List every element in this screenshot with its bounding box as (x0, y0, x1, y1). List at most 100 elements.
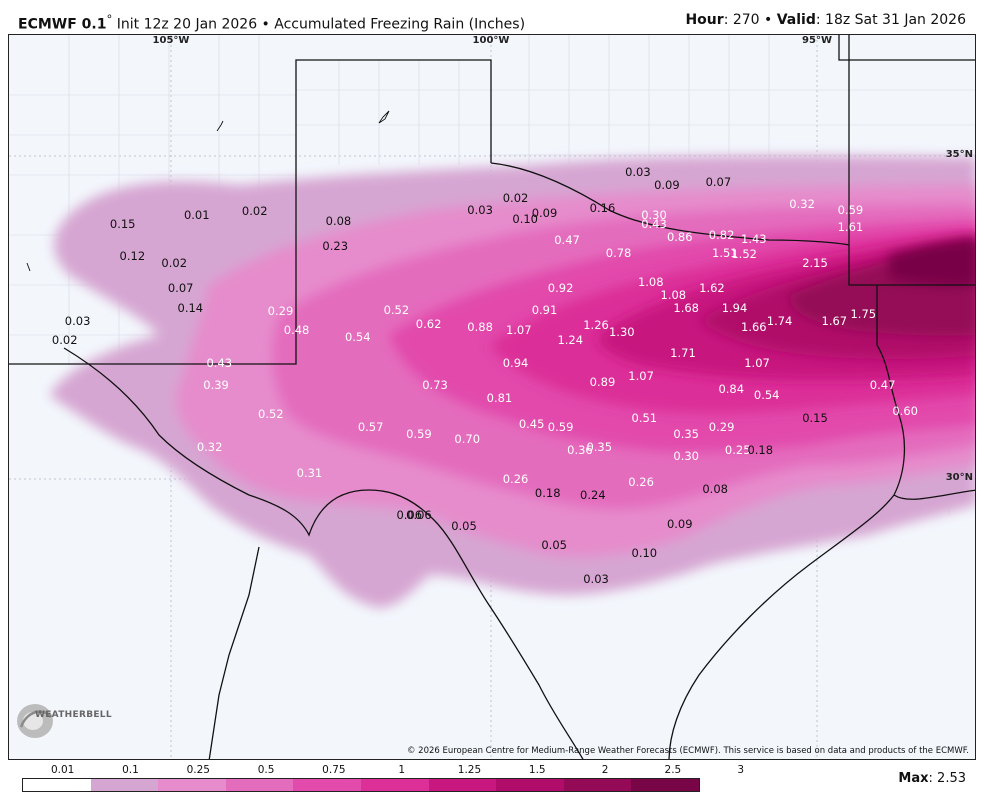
point-value-label: 1.66 (741, 320, 767, 335)
map-panel[interactable]: 105°W 100°W 95°W 35°N 30°N 0.15 0.01 0.02 0… (8, 34, 976, 760)
logo-text: WEATHERBELL (35, 710, 112, 720)
point-value-label: 1.71 (670, 346, 696, 361)
point-value-label: 0.24 (580, 488, 606, 503)
point-value-label: 0.30 (641, 208, 667, 223)
legend-swatch (23, 779, 91, 791)
point-value-label: 1.30 (608, 324, 635, 339)
legend-swatch (293, 779, 361, 791)
point-value-label: 0.32 (196, 439, 223, 454)
init-text: Init 12z 20 Jan 2026 • Accumulated Freez… (112, 16, 526, 33)
point-value-label: 0.14 (177, 300, 204, 315)
point-value-label: 0.03 (625, 165, 651, 180)
point-value-label: 0.70 (454, 431, 481, 446)
point-value-label: 0.54 (344, 329, 371, 344)
point-value-label: 0.47 (554, 232, 580, 247)
point-value-label: 0.03 (467, 202, 493, 217)
point-value-label: 1.61 (837, 220, 864, 235)
point-value-label: 0.84 (718, 381, 745, 396)
legend-tick-label: 0.5 (257, 764, 275, 776)
max-value: Max: 2.53 (898, 771, 966, 786)
point-value-label: 0.89 (589, 375, 616, 390)
point-value-label: 0.59 (547, 420, 574, 435)
point-value-label: 1.52 (731, 247, 757, 262)
point-value-label: 0.45 (518, 417, 545, 432)
point-value-label: 0.02 (51, 333, 78, 348)
point-value-label: 0.05 (451, 518, 477, 533)
point-value-label: 0.03 (64, 313, 91, 328)
point-value-label: 0.12 (119, 249, 146, 264)
point-value-label: 0.02 (502, 190, 529, 205)
point-value-label: 1.74 (766, 313, 793, 328)
point-value-label: 0.32 (789, 197, 815, 212)
legend-swatch (158, 779, 226, 791)
point-value-label: 0.02 (241, 203, 268, 218)
model-name: ECMWF 0.1 (18, 16, 107, 33)
point-value-label: 0.35 (586, 439, 613, 454)
point-value-label: 1.24 (557, 333, 584, 348)
point-value-label: 0.25 (724, 442, 751, 457)
point-value-label: 0.35 (673, 426, 699, 441)
copyright-notice: © 2026 European Centre for Medium-Range … (406, 746, 969, 756)
legend-tick-label: 2.5 (664, 764, 682, 776)
point-value-label: 0.05 (541, 537, 567, 552)
point-value-label: 0.57 (357, 420, 384, 435)
point-value-label: 0.60 (892, 404, 918, 419)
point-value-label: 0.08 (702, 481, 728, 496)
lakes (26, 110, 390, 272)
hour-label: Hour (685, 12, 724, 28)
point-value-label: 0.81 (486, 391, 513, 406)
point-value-label: 0.54 (753, 388, 780, 403)
point-value-label: 0.26 (502, 472, 529, 486)
legend-swatch (225, 779, 294, 791)
point-value-label: 1.07 (744, 355, 770, 370)
point-value-label: 0.29 (708, 420, 735, 435)
legend-tick-label: 3 (737, 764, 745, 776)
point-value-label: 1.43 (741, 231, 767, 246)
lat-label-35n: 35°N (945, 149, 973, 160)
lon-label-95w: 95°W (802, 35, 832, 46)
point-value-label: 1.07 (628, 368, 654, 383)
point-value-label: 0.47 (869, 378, 896, 393)
point-value-label: 1.68 (673, 300, 699, 315)
point-value-label: 0.78 (605, 245, 632, 260)
point-value-label: 0.18 (747, 442, 774, 457)
point-value-label: 0.23 (322, 239, 349, 254)
point-value-label: 0.03 (583, 572, 609, 587)
point-value-label: 0.43 (206, 355, 233, 370)
point-value-label: 0.92 (547, 281, 574, 296)
point-value-label: 0.15 (802, 410, 828, 425)
point-value-label: 0.82 (708, 227, 735, 242)
legend-tick-label: 1 (398, 764, 406, 776)
point-value-label: 0.43 (641, 216, 667, 231)
point-value-label: 0.36 (567, 442, 593, 457)
legend-swatch (428, 779, 497, 791)
point-value-label: 1.07 (505, 323, 532, 338)
state-borders (9, 35, 975, 759)
lon-label-105w: 105°W (152, 35, 190, 46)
point-value-label: 0.09 (654, 178, 680, 193)
point-value-label: 0.10 (512, 212, 538, 227)
point-value-label: 0.26 (628, 475, 654, 490)
point-value-label: 0.30 (673, 449, 699, 464)
point-value-label: 0.51 (631, 410, 658, 425)
lat-label-30n: 30°N (945, 472, 973, 483)
point-value-label: 0.48 (283, 323, 310, 338)
valid-value: : 18z Sat 31 Jan 2026 (815, 12, 966, 28)
legend-tick-label: 0.75 (322, 764, 346, 776)
lon-label-100w: 100°W (472, 35, 510, 46)
legend-tick-label: 0.25 (186, 764, 210, 776)
point-value-label: 0.06 (396, 507, 423, 522)
point-value-label: 0.07 (705, 174, 732, 189)
logo-swirl-icon (17, 704, 53, 738)
point-value-label: 0.08 (325, 213, 352, 228)
point-value-label: 1.08 (660, 287, 687, 302)
point-value-label: 1.08 (637, 274, 664, 289)
hour-value: : 270 • (723, 12, 777, 28)
legend-tick-label: 0.01 (50, 764, 75, 776)
point-value-label: 1.62 (699, 281, 725, 296)
point-value-label: 0.59 (837, 202, 864, 217)
valid-time: Hour: 270 • Valid: 18z Sat 31 Jan 2026 (685, 12, 966, 28)
map-title: ECMWF 0.1° Init 12z 20 Jan 2026 • Accumu… (18, 12, 525, 33)
point-value-label: 0.86 (666, 229, 693, 244)
point-value-label: 0.15 (109, 216, 136, 231)
